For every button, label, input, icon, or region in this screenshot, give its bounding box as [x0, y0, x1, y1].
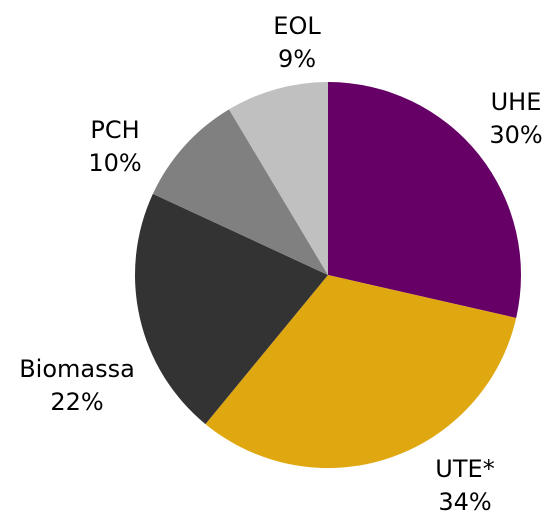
slice-label: UHE	[491, 88, 542, 116]
value-label: 34%	[438, 488, 491, 516]
pie-slice	[328, 82, 521, 318]
pie-slice	[152, 109, 328, 275]
pie-slice	[135, 193, 328, 425]
value-label: 10%	[88, 149, 141, 177]
value-label: 30%	[489, 121, 542, 149]
slice-label: PCH	[90, 116, 139, 144]
pie-slice	[205, 275, 517, 468]
value-label: 9%	[278, 45, 316, 73]
slice-label: UTE*	[435, 455, 494, 483]
pie-slice	[229, 82, 328, 275]
slice-label: EOL	[273, 12, 321, 40]
slice-label: Biomassa	[19, 355, 135, 383]
value-label: 22%	[50, 388, 103, 416]
